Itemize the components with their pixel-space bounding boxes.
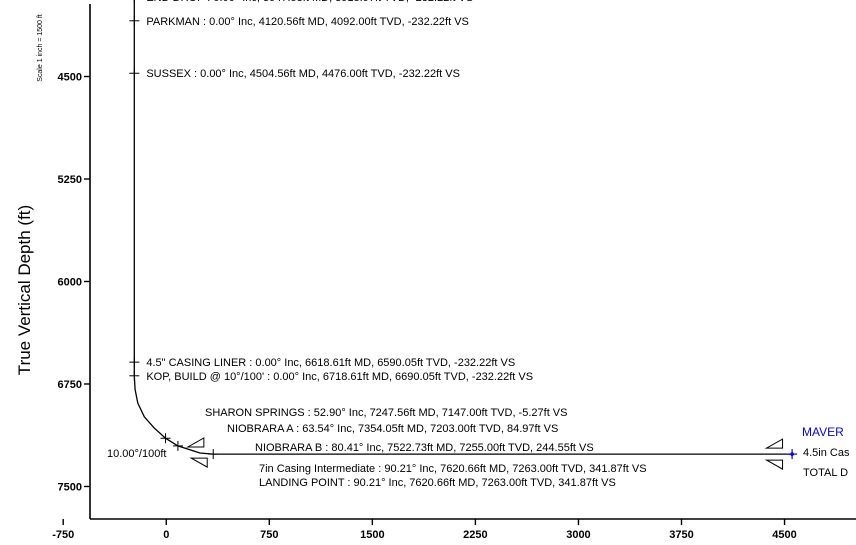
annotation-label: NIOBRARA B : 80.41° Inc, 7522.73ft MD, 7… <box>255 442 594 454</box>
casing-symbol <box>185 437 205 448</box>
y-tick-label: 7500 <box>58 481 82 493</box>
y-tick-label: 4500 <box>58 72 82 84</box>
annotation-label: END DROP : 0.00° Inc, 3947.53ft MD, 3918… <box>146 0 473 4</box>
annotation-group: END DROP : 0.00° Inc, 3947.53ft MD, 3918… <box>107 0 850 489</box>
annotation-label: SHARON SPRINGS : 52.90° Inc, 7247.56ft M… <box>205 407 567 419</box>
annotation-label: 7in Casing Intermediate : 90.21° Inc, 76… <box>259 463 647 475</box>
y-tick-label: 5250 <box>58 174 82 186</box>
casing-symbol <box>189 457 208 468</box>
casing-symbol <box>764 438 784 449</box>
x-tick-label: -750 <box>52 529 74 541</box>
y-axis-title: True Vertical Depth (ft) <box>15 205 34 375</box>
y-tick-label: 6750 <box>58 379 82 391</box>
x-tick-label: 1500 <box>360 529 384 541</box>
x-tick-label: 4500 <box>772 529 796 541</box>
annotation-label: NIOBRARA A : 63.54° Inc, 7354.05ft MD, 7… <box>227 423 558 435</box>
x-tick-label: 3000 <box>566 529 590 541</box>
casing-symbol <box>764 459 784 470</box>
annotation-label: LANDING POINT : 90.21° Inc, 7620.66ft MD… <box>259 477 616 489</box>
x-tick-label: 3750 <box>669 529 693 541</box>
scale-note: Scale 1 inch = 1500 ft <box>37 14 44 82</box>
x-tick-label: 0 <box>163 529 169 541</box>
annotation-label: 4.5" CASING LINER : 0.00° Inc, 6618.61ft… <box>146 357 515 369</box>
y-tick-label: 6000 <box>58 277 82 289</box>
axes <box>89 4 856 520</box>
x-tick-label: 2250 <box>463 529 487 541</box>
annotation-label: TOTAL D <box>803 467 848 479</box>
target-dot <box>790 452 794 456</box>
annotation-label: MAVER <box>802 425 844 439</box>
annotation-label: 10.00°/100ft <box>107 448 166 460</box>
annotation-label: SUSSEX : 0.00° Inc, 4504.56ft MD, 4476.0… <box>146 68 460 80</box>
x-tick-label: 750 <box>260 529 278 541</box>
annotation-label: PARKMAN : 0.00° Inc, 4120.56ft MD, 4092.… <box>146 16 469 28</box>
annotation-label: KOP, BUILD @ 10°/100' : 0.00° Inc, 6718.… <box>146 371 533 383</box>
marker-group <box>129 0 798 470</box>
axis-ticks: -750 0 750 1500 2250 3000 3750 4500 4500 5250 6000… <box>52 72 797 541</box>
annotation-label: 4.5in Cas <box>803 447 850 459</box>
